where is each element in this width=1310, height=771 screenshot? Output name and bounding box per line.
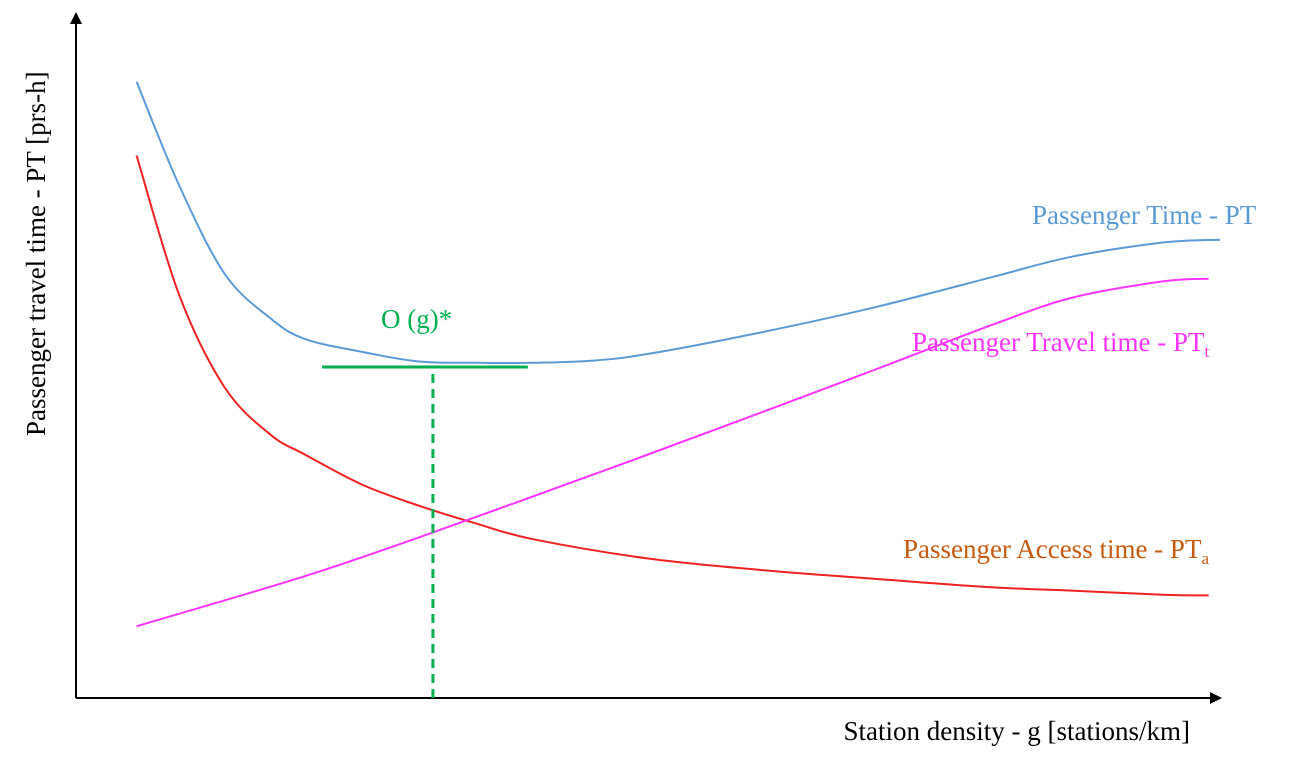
y-axis-label: Passenger travel time - PT [prs-h] (21, 71, 51, 436)
legend-label-travel: Passenger Travel time - PTt (912, 327, 1209, 361)
series-line-travel (136, 277, 1209, 628)
x-axis-label: Station density - g [stations/km] (844, 716, 1190, 746)
legend-label-access: Passenger Access time - PTa (903, 534, 1209, 568)
annotation-layer (321, 365, 528, 698)
legend-label-total: Passenger Time - PT (1032, 200, 1257, 230)
series-line-access (135, 155, 1209, 597)
optimum-label: O (g)* (381, 304, 452, 334)
series-line-total (135, 81, 1221, 365)
series-layer (135, 81, 1221, 628)
